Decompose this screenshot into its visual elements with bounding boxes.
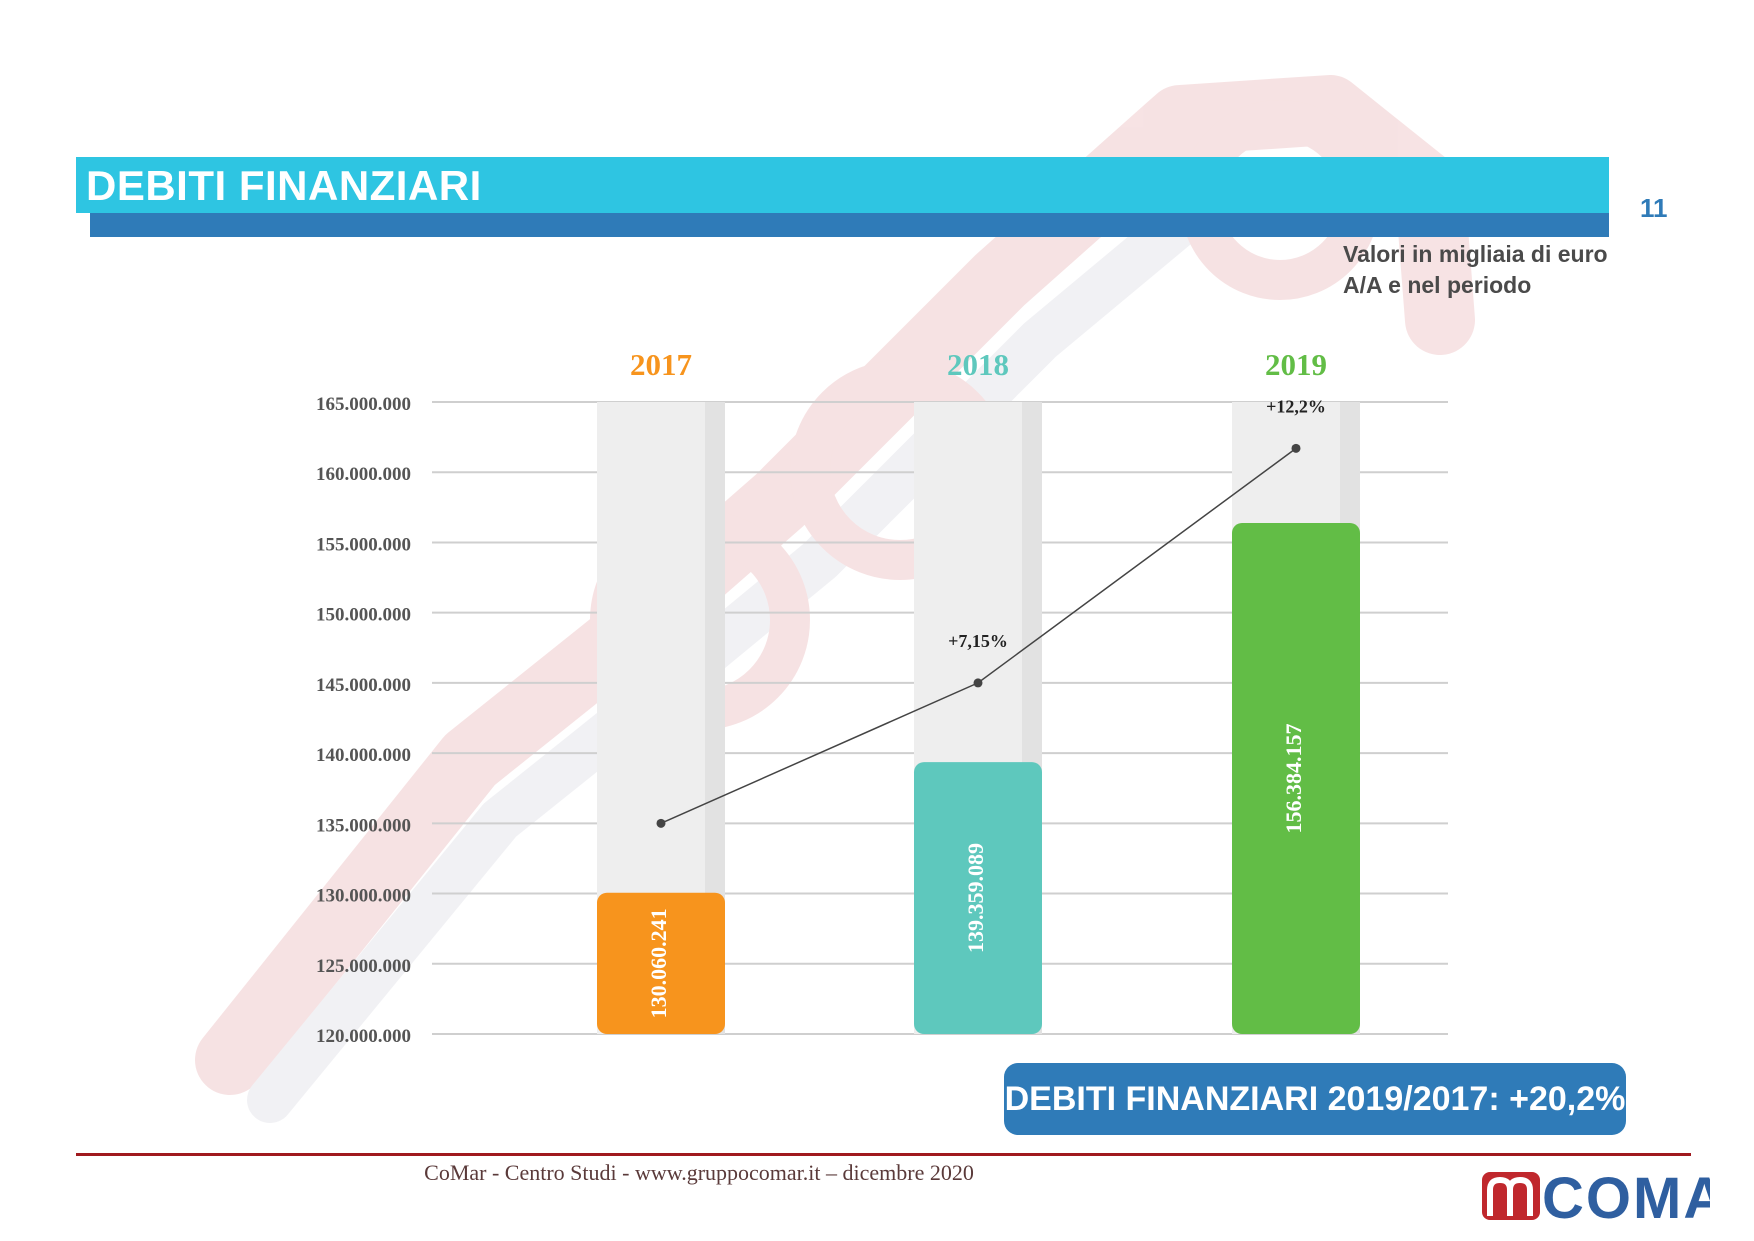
column-shade — [705, 402, 725, 1034]
y-tick-label: 155.000.000 — [316, 534, 411, 555]
footer-credit: CoMar - Centro Studi - www.gruppocomar.i… — [424, 1160, 974, 1185]
subtitle-line-1: Valori in migliaia di euro — [1343, 241, 1608, 267]
page-title: DEBITI FINANZIARI — [86, 162, 482, 209]
y-tick-label: 135.000.000 — [316, 815, 411, 836]
bar-value-label: 139.359.089 — [963, 843, 988, 953]
bar — [1232, 523, 1360, 1034]
growth-point — [656, 818, 666, 828]
summary-badge: DEBITI FINANZIARI 2019/2017: +20,2% — [1004, 1063, 1626, 1135]
y-tick-label: 145.000.000 — [316, 675, 411, 696]
subtitle-line-2: A/A e nel periodo — [1343, 272, 1532, 298]
category-label: 2017 — [630, 347, 692, 382]
y-tick-label: 120.000.000 — [316, 1026, 411, 1047]
logo-text: COMAR — [1542, 1166, 1710, 1222]
growth-point — [973, 678, 983, 688]
footer-text: CoMar - Centro Studi - www.gruppocomar.i… — [0, 1160, 1754, 1186]
growth-point — [1291, 443, 1301, 453]
y-tick-label: 130.000.000 — [316, 886, 411, 907]
title-band — [76, 157, 1609, 213]
subtitle: Valori in migliaia di euro A/A e nel per… — [1343, 239, 1608, 301]
bar-value-label: 156.384.157 — [1281, 724, 1306, 834]
y-tick-label: 160.000.000 — [316, 464, 411, 485]
comar-logo: COMAR — [1482, 1166, 1710, 1222]
bar — [597, 892, 725, 1034]
bar — [914, 762, 1042, 1034]
y-tick-label: 150.000.000 — [316, 605, 411, 626]
category-label: 2019 — [1265, 347, 1327, 382]
page-number: 11 — [1640, 193, 1668, 223]
category-label: 2018 — [947, 347, 1009, 382]
title-underbar — [90, 213, 1609, 237]
y-tick-label: 165.000.000 — [316, 394, 411, 415]
footer-divider — [76, 1153, 1691, 1156]
growth-label: +12,2% — [1266, 396, 1326, 416]
y-tick-label: 125.000.000 — [316, 956, 411, 977]
bar-value-label: 130.060.241 — [646, 908, 671, 1018]
growth-label: +7,15% — [948, 631, 1008, 651]
y-tick-label: 140.000.000 — [316, 745, 411, 766]
